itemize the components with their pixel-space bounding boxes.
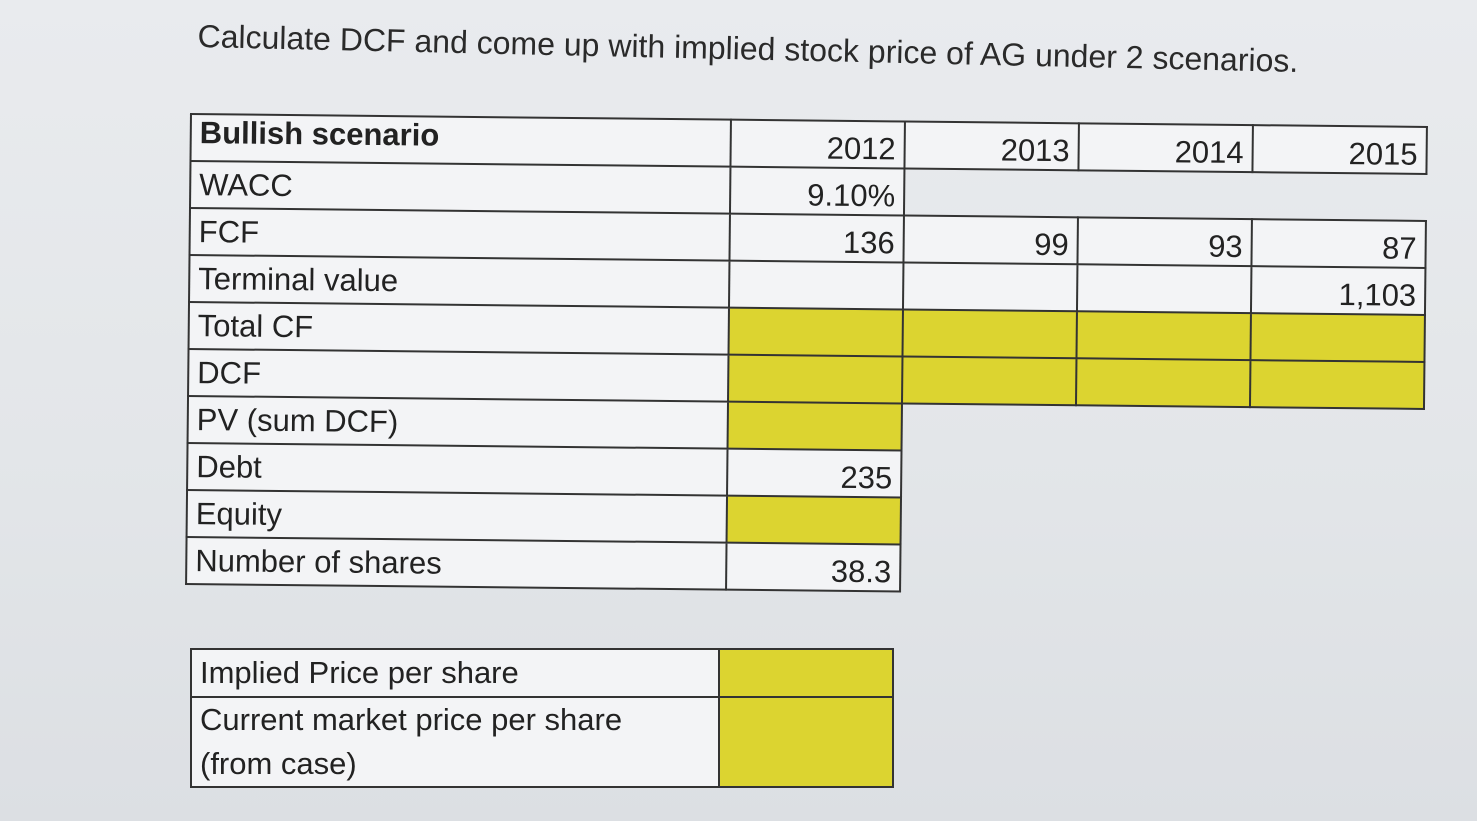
- fcf-2015-cell[interactable]: 87: [1251, 219, 1426, 268]
- table-row-implied-price: Implied Price per share: [190, 648, 894, 698]
- empty-cell: [900, 544, 1074, 593]
- year-2013-header: 2013: [904, 121, 1079, 171]
- terminal-value-label: Terminal value: [189, 255, 730, 308]
- table-row-market-price: Current market price per share (from cas…: [190, 696, 894, 788]
- terminal-value-2015-cell[interactable]: 1,103: [1250, 266, 1426, 315]
- dcf-2013-input[interactable]: [901, 356, 1077, 406]
- fcf-2014-cell[interactable]: 93: [1077, 217, 1252, 267]
- empty-cell: [901, 497, 1075, 546]
- terminal-value-2014-cell[interactable]: [1076, 264, 1252, 314]
- dcf-2014-input[interactable]: [1075, 358, 1251, 408]
- page-title: Calculate DCF and come up with implied s…: [197, 18, 1299, 79]
- empty-cell: [1249, 501, 1423, 550]
- dcf-label: DCF: [188, 348, 729, 402]
- empty-cell: [1252, 172, 1426, 221]
- year-2012-header: 2012: [730, 119, 905, 169]
- pv-input[interactable]: [727, 401, 902, 451]
- empty-cell: [1249, 407, 1423, 456]
- market-price-label: Current market price per share (from cas…: [190, 696, 720, 788]
- total-cf-label: Total CF: [188, 302, 729, 355]
- implied-price-input[interactable]: [718, 648, 894, 698]
- empty-cell: [1075, 452, 1249, 501]
- wacc-label: WACC: [190, 161, 731, 214]
- implied-price-label: Implied Price per share: [190, 648, 720, 698]
- dcf-2012-input[interactable]: [728, 354, 903, 404]
- shares-label: Number of shares: [186, 536, 727, 590]
- market-price-label-line1: Current market price per share: [200, 702, 623, 737]
- terminal-value-2013-cell[interactable]: [902, 262, 1078, 312]
- empty-cell: [1249, 454, 1423, 503]
- empty-cell: [1075, 499, 1249, 548]
- empty-cell: [1074, 546, 1248, 595]
- equity-label: Equity: [186, 489, 728, 543]
- debt-label: Debt: [187, 442, 728, 496]
- equity-input[interactable]: [726, 495, 902, 545]
- terminal-value-2012-cell[interactable]: [728, 260, 904, 310]
- year-2014-header: 2014: [1078, 123, 1253, 173]
- empty-cell: [904, 168, 1078, 217]
- price-table: Implied Price per share Current market p…: [190, 648, 894, 788]
- year-2015-header: 2015: [1252, 125, 1427, 174]
- fcf-label: FCF: [189, 208, 730, 261]
- total-cf-2012-input[interactable]: [728, 307, 903, 357]
- fcf-2013-cell[interactable]: 99: [903, 215, 1078, 265]
- empty-cell: [1248, 548, 1422, 597]
- fcf-2012-cell[interactable]: 136: [729, 213, 904, 263]
- dcf-2015-input[interactable]: [1249, 360, 1425, 409]
- empty-cell: [1078, 170, 1252, 219]
- debt-cell[interactable]: 235: [727, 448, 902, 498]
- market-price-label-line2: (from case): [200, 746, 357, 781]
- scenario-label: Bullish scenario: [190, 114, 731, 167]
- dcf-table: Bullish scenario 2012 2013 2014 2015 WAC…: [185, 113, 1428, 598]
- total-cf-2014-input[interactable]: [1076, 311, 1251, 361]
- market-price-input[interactable]: [718, 696, 894, 788]
- total-cf-2013-input[interactable]: [902, 309, 1077, 359]
- total-cf-2015-input[interactable]: [1250, 313, 1425, 362]
- shares-cell[interactable]: 38.3: [726, 542, 901, 592]
- wacc-2012-cell[interactable]: 9.10%: [729, 166, 905, 216]
- price-table-container: Implied Price per share Current market p…: [190, 648, 894, 788]
- empty-cell: [901, 450, 1075, 499]
- empty-cell: [1075, 405, 1249, 454]
- dcf-table-container: Bullish scenario 2012 2013 2014 2015 WAC…: [185, 113, 1428, 598]
- empty-cell: [902, 403, 1076, 452]
- pv-label: PV (sum DCF): [187, 395, 729, 449]
